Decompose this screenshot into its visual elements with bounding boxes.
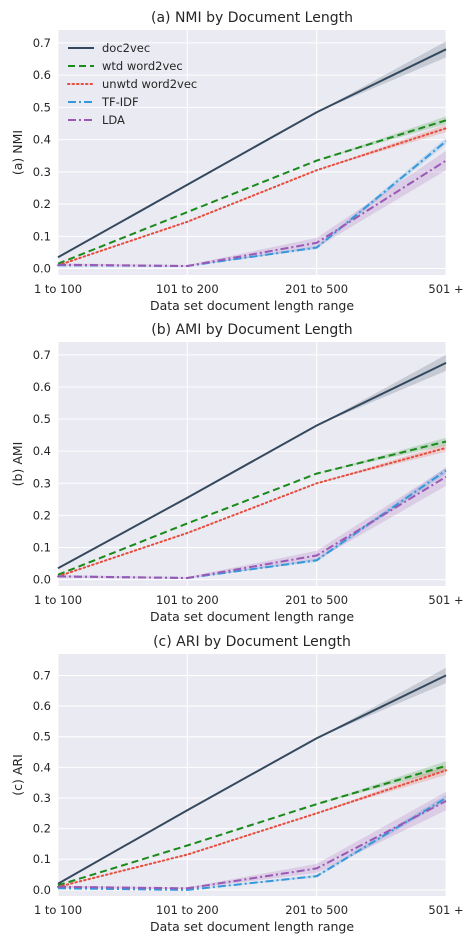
- y-tick-label: 0.4: [33, 133, 51, 147]
- y-tick-label: 0.3: [33, 791, 51, 805]
- plot-area: [58, 342, 446, 586]
- y-tick-label: 0.5: [33, 730, 51, 744]
- ci-band-doc2vec: [58, 354, 446, 569]
- series-line-tf-idf: [57, 797, 447, 891]
- legend-label: TF-IDF: [101, 95, 139, 109]
- chart-title: (c) ARI by Document Length: [153, 634, 351, 650]
- x-tick-label: 501 +: [428, 593, 463, 607]
- y-tick-label: 0.6: [33, 68, 51, 82]
- y-tick-label: 0.0: [33, 883, 51, 897]
- series-line-wtd-word2vec: [57, 440, 447, 576]
- series-line-lda: [57, 159, 447, 268]
- y-tick-label: 0.3: [33, 165, 51, 179]
- x-tick-label: 101 to 200: [156, 903, 219, 917]
- series-line-unwtd-word2vec: [57, 127, 447, 267]
- x-tick-label: 1 to 100: [34, 282, 82, 296]
- legend-label: doc2vec: [102, 41, 150, 55]
- x-tick-label: 201 to 500: [285, 282, 348, 296]
- y-axis-label: (b) AMI: [10, 442, 25, 487]
- ci-band-unwtd-word2vec: [58, 444, 446, 577]
- plot-area: [58, 30, 446, 275]
- x-tick-label: 201 to 500: [285, 903, 348, 917]
- ci-band-doc2vec: [58, 41, 446, 258]
- series-line-lda: [57, 475, 447, 580]
- y-tick-label: 0.2: [33, 822, 51, 836]
- legend: doc2vec wtd word2vec unwtd word2vec TF-IDF L…: [67, 41, 197, 127]
- x-tick-label: 501 +: [428, 282, 463, 296]
- x-tick-label: 1 to 100: [34, 593, 82, 607]
- chart-title: (a) NMI by Document Length: [151, 10, 353, 26]
- y-tick-label: 0.4: [33, 444, 51, 458]
- legend-label: wtd word2vec: [102, 59, 183, 73]
- y-tick-label: 0.3: [33, 476, 51, 490]
- legend-label: unwtd word2vec: [102, 77, 197, 91]
- series-line-unwtd-word2vec: [57, 769, 447, 888]
- y-tick-label: 0.4: [33, 760, 51, 774]
- x-tick-label: 201 to 500: [285, 593, 348, 607]
- series-line-wtd-word2vec: [57, 119, 447, 265]
- ci-band-tf-idf: [58, 467, 446, 578]
- y-axis-label: (a) NMI: [10, 130, 25, 175]
- series-line-wtd-word2vec: [57, 764, 447, 887]
- chart-panel-1: (a) NMI by Document Length 0.0 0.1 0.2 0.3 0.…: [10, 10, 464, 313]
- x-tick-label: 101 to 200: [156, 282, 219, 296]
- series-line-doc2vec: [57, 674, 447, 885]
- legend-label: LDA: [102, 113, 125, 127]
- y-tick-label: 0.7: [33, 348, 51, 362]
- x-axis-label: Data set document length range: [150, 609, 354, 624]
- series-line-doc2vec: [57, 361, 447, 570]
- ci-band-wtd-word2vec: [58, 116, 446, 264]
- y-tick-label: 0.6: [33, 699, 51, 713]
- y-tick-label: 0.1: [33, 229, 51, 243]
- chart-title: (b) AMI by Document Length: [151, 322, 352, 338]
- chart-panel-3: (c) ARI by Document Length 0.0 0.1 0.2 0.3 0.…: [10, 634, 464, 934]
- series-line-lda: [57, 800, 447, 890]
- y-tick-label: 0.0: [33, 573, 51, 587]
- series-line-doc2vec: [57, 48, 447, 259]
- x-axis-label: Data set document length range: [150, 298, 354, 313]
- y-axis-label: (c) ARI: [10, 754, 25, 796]
- x-tick-label: 501 +: [428, 903, 463, 917]
- y-tick-label: 0.0: [33, 262, 51, 276]
- chart-panel-2: (b) AMI by Document Length 0.0 0.1 0.2 0.3 0.…: [10, 322, 464, 624]
- y-tick-label: 0.1: [33, 540, 51, 554]
- ci-band-lda: [58, 791, 446, 890]
- y-tick-label: 0.1: [33, 852, 51, 866]
- y-tick-label: 0.7: [33, 36, 51, 50]
- y-tick-label: 0.6: [33, 380, 51, 394]
- y-tick-label: 0.5: [33, 412, 51, 426]
- y-tick-label: 0.2: [33, 197, 51, 211]
- y-tick-label: 0.2: [33, 508, 51, 522]
- y-tick-label: 0.7: [33, 668, 51, 682]
- x-tick-label: 1 to 100: [34, 903, 82, 917]
- ci-band-wtd-word2vec: [58, 437, 446, 575]
- series-line-unwtd-word2vec: [57, 446, 447, 578]
- y-tick-label: 0.5: [33, 100, 51, 114]
- x-axis-label: Data set document length range: [150, 919, 354, 934]
- x-tick-label: 101 to 200: [156, 593, 219, 607]
